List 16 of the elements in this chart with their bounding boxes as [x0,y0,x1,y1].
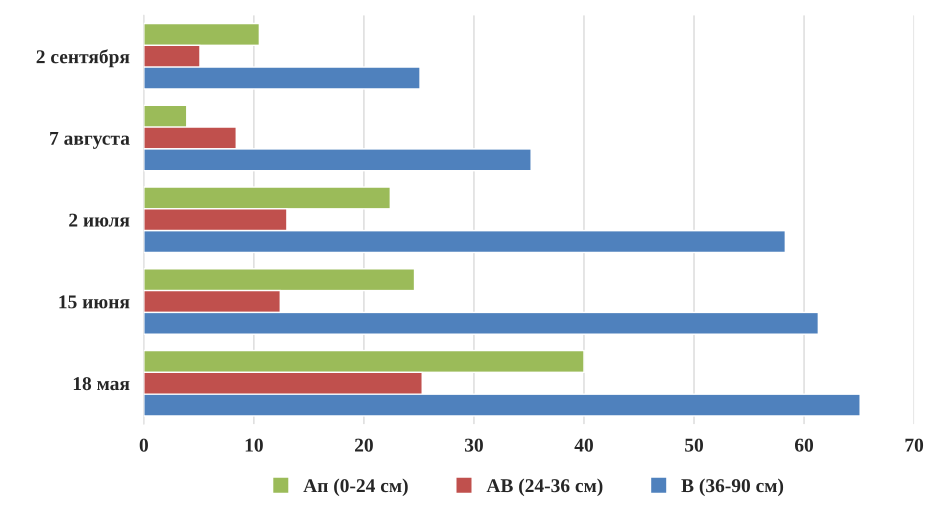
y-tick-label: 2 сентября [36,49,130,68]
legend-label: Ап (0-24 см) [303,478,408,496]
x-tick-label: 30 [464,438,483,452]
y-tick-label: 2 июля [69,214,130,227]
y-tick-label: 18 мая [74,377,130,390]
y-tick-label: 15 июня [59,295,130,308]
y-tick-label: 7 августа [50,132,130,149]
legend-label: В (36-90 см) [681,478,784,496]
x-tick-label: 20 [355,438,373,452]
x-tick-label: 50 [685,438,703,452]
x-tick-label: 70 [905,438,924,452]
x-tick-label: 10 [246,438,263,452]
x-tick-label: 40 [574,438,593,452]
x-tick-label: 60 [794,438,814,452]
legend-label: АВ (24-36 см) [486,478,602,496]
x-tick-label: 0 [140,438,148,452]
